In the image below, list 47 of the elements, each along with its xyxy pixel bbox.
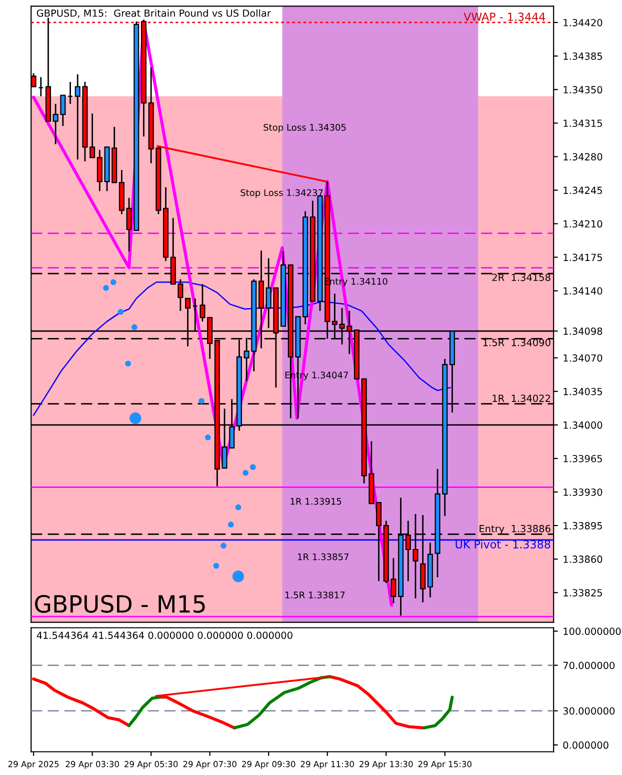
annotation: 41.544364 41.544364 0.000000 0.000000 0.000000 xyxy=(36,632,292,639)
y-tick-label: 1.34070 xyxy=(564,354,602,362)
y-tick-label: 1.34210 xyxy=(564,220,602,228)
y-tick-label: 1.34175 xyxy=(564,254,602,262)
y-tick-label: 1.34420 xyxy=(564,18,602,26)
y-tick-label: 0.000000 xyxy=(563,741,608,749)
y-tick-label: 70.000000 xyxy=(563,662,615,670)
ref-line-label: UK Pivot - 1.3388 xyxy=(456,540,550,549)
annotation: GBPUSD - M15 xyxy=(35,594,205,613)
x-tick-label: 29 Apr 05:30 xyxy=(124,760,178,769)
x-tick-label: 29 Apr 03:30 xyxy=(66,760,119,769)
annotation: 1R 1.33857 xyxy=(298,553,348,560)
candlestick xyxy=(376,502,382,582)
x-tick-label: 29 Apr 13:30 xyxy=(360,760,413,769)
annotation: Stop Loss 1.34237 xyxy=(240,189,323,198)
annotation: VWAP - 1.3444 xyxy=(464,12,546,21)
annotation: Stop Loss 1.34305 xyxy=(264,124,346,133)
y-tick-label: 1.34315 xyxy=(564,120,602,127)
ref-line-label: 1R 1.34022 xyxy=(492,394,550,402)
y-tick-label: 1.33930 xyxy=(564,488,602,496)
ref-line-label: 1.5R 1.34090 xyxy=(483,338,550,346)
y-tick-label: 1.33965 xyxy=(564,454,602,462)
y-tick-label: 1.34098 xyxy=(564,328,602,335)
y-tick-label: 1.34350 xyxy=(564,86,602,94)
x-tick-label: 29 Apr 09:30 xyxy=(242,760,296,769)
y-tick-label: 1.33860 xyxy=(564,556,602,563)
chart-title: GBPUSD, M15: Great Britain Pound vs US Dollar xyxy=(36,9,271,18)
x-tick-label: 29 Apr 07:30 xyxy=(183,760,236,769)
y-tick-label: 1.33825 xyxy=(564,589,602,596)
annotation: 1R 1.33915 xyxy=(290,498,342,505)
y-tick-label: 1.34140 xyxy=(564,287,602,295)
ref-line-label: 2R 1.34158 xyxy=(492,274,550,282)
y-tick-label: 100.000000 xyxy=(564,628,621,635)
y-tick-label: 1.34385 xyxy=(564,52,602,60)
candlestick xyxy=(200,283,206,322)
y-tick-label: 1.34280 xyxy=(564,153,602,160)
x-tick-label: 29 Apr 2025 xyxy=(8,760,59,769)
x-tick-label: 29 Apr 15:30 xyxy=(418,760,472,769)
ref-line-label: Entry 1.33886 xyxy=(480,524,550,534)
y-tick-label: 30.000000 xyxy=(563,707,615,715)
y-tick-label: 1.34035 xyxy=(564,388,602,396)
y-tick-label: 1.33895 xyxy=(564,522,602,530)
candlestick xyxy=(90,112,96,158)
y-tick-label: 1.34245 xyxy=(564,186,602,194)
x-tick-label: 29 Apr 11:30 xyxy=(300,760,354,769)
annotation: 1.5R 1.33817 xyxy=(285,592,345,598)
y-tick-label: 1.34000 xyxy=(564,421,602,429)
